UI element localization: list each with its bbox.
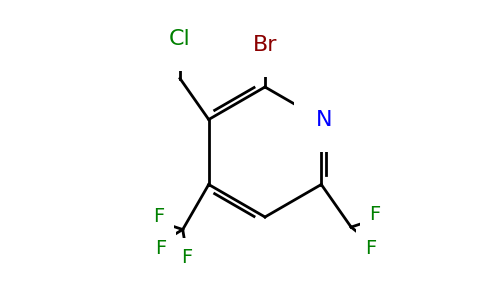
Text: Br: Br (253, 35, 277, 55)
Text: F: F (369, 205, 381, 224)
Text: F: F (365, 238, 377, 258)
Text: F: F (153, 207, 165, 226)
Text: F: F (181, 248, 192, 267)
Text: Cl: Cl (169, 28, 191, 49)
Text: F: F (155, 239, 166, 258)
Text: N: N (316, 110, 333, 130)
